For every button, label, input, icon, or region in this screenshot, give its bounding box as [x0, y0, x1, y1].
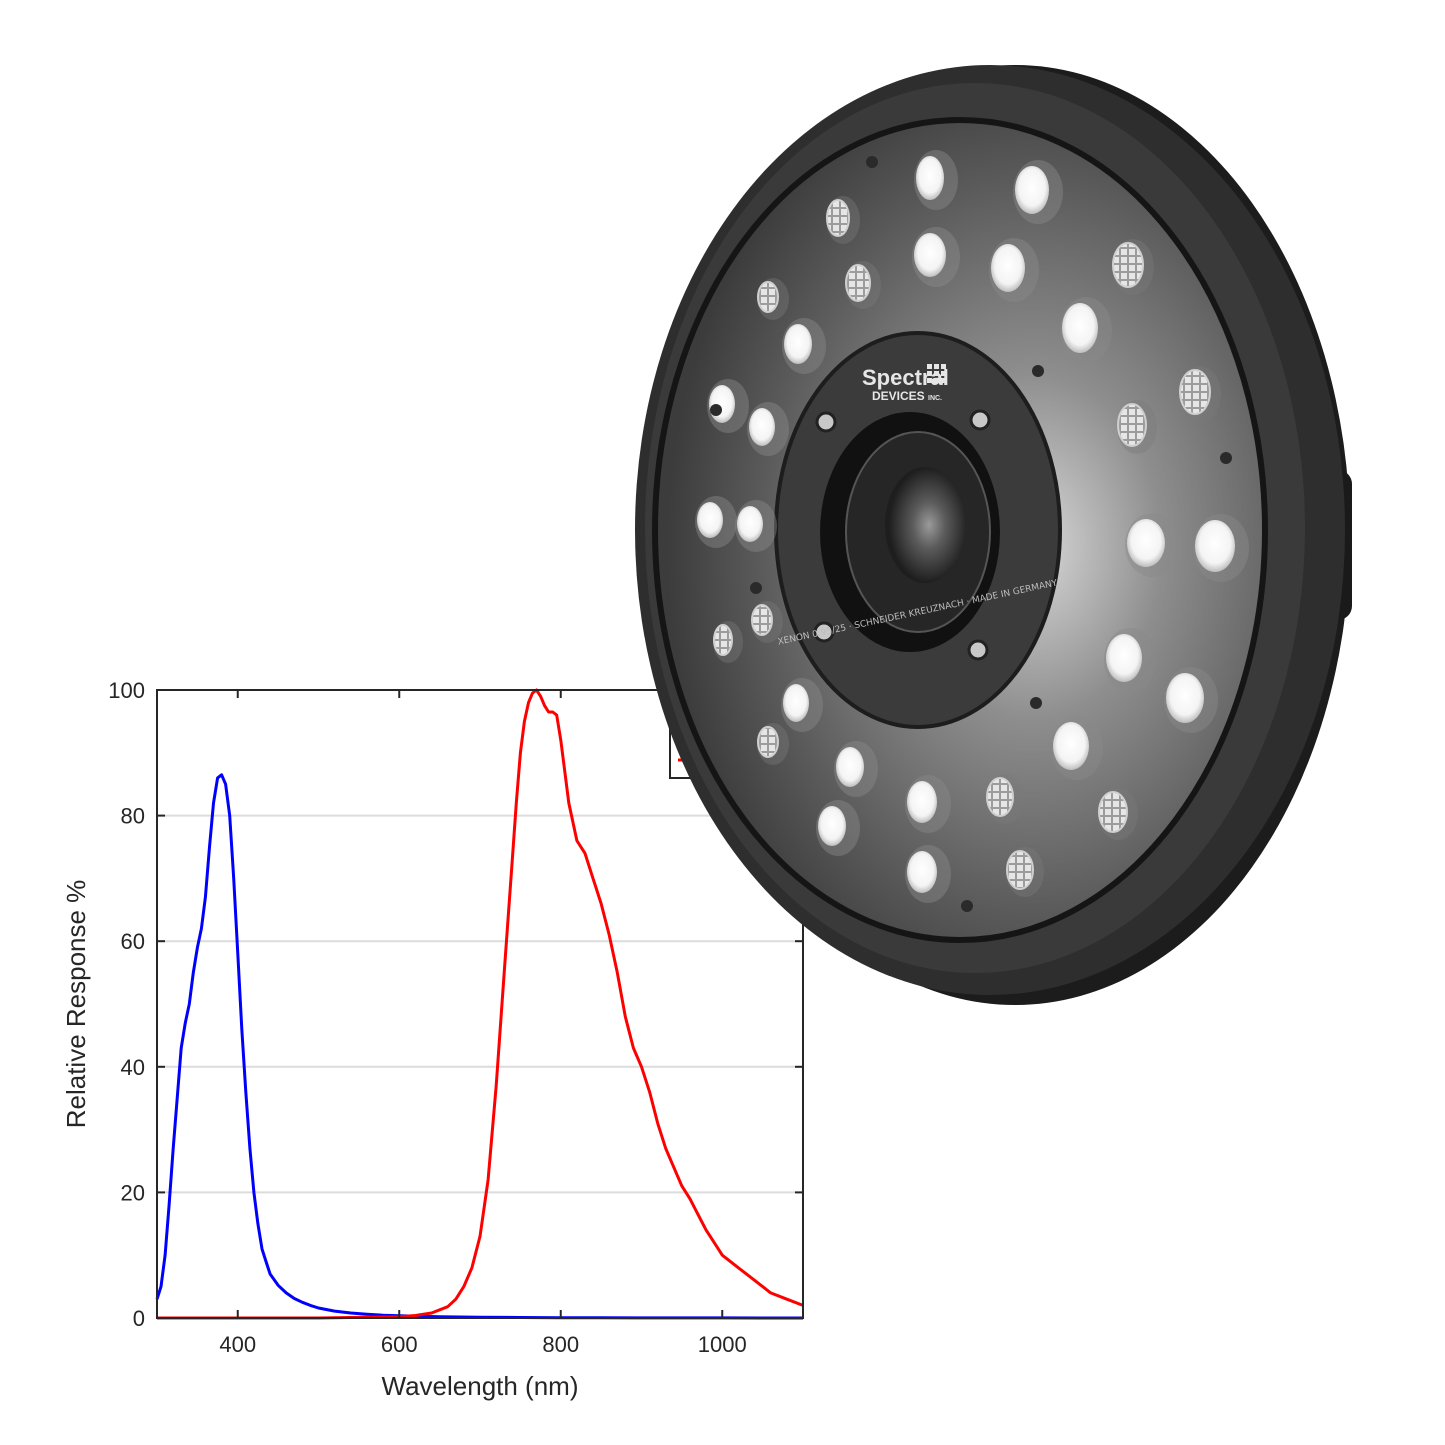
y-tick-label: 20 — [121, 1180, 145, 1205]
led-bright — [784, 324, 812, 364]
brand-logo-grid-icon — [927, 364, 946, 383]
led-bright — [1127, 519, 1165, 567]
fastener — [1220, 452, 1232, 464]
screw — [815, 411, 837, 433]
screw — [967, 639, 989, 661]
plot-area-frame — [156, 689, 804, 1319]
led-grid — [986, 777, 1014, 817]
brand-logo-sub: DEVICES — [872, 389, 925, 403]
led-bright — [818, 806, 846, 846]
led-grid — [1117, 403, 1147, 447]
led-bright — [991, 244, 1025, 292]
led-grid — [757, 281, 779, 313]
fastener — [1030, 697, 1042, 709]
mount-screws — [813, 409, 991, 661]
x-tick-label: 400 — [219, 1332, 256, 1357]
fastener — [866, 156, 878, 168]
led-bright — [907, 851, 937, 893]
lens-glass — [885, 467, 965, 583]
red-spectrum-line — [157, 688, 804, 1320]
screw — [969, 409, 991, 431]
y-tick-labels: 0 20 40 60 80 100 — [108, 678, 145, 1331]
y-tick-label: 60 — [121, 929, 145, 954]
led-bright — [1195, 520, 1235, 572]
led-bright — [783, 684, 809, 722]
led-grid — [713, 624, 733, 656]
led-bright — [836, 747, 864, 787]
brand-logo-main: Spectral — [862, 365, 949, 390]
led-bright — [914, 233, 946, 277]
led-bright — [737, 506, 763, 542]
y-tick-label: 0 — [133, 1306, 145, 1331]
axis-ticks — [157, 689, 803, 1319]
led-bright — [1062, 303, 1098, 353]
led-array-bright — [695, 150, 1249, 903]
led-bright — [916, 156, 944, 200]
led-bright — [907, 781, 937, 823]
y-axis-title: Relative Response % — [61, 880, 91, 1129]
led-bright — [1015, 166, 1049, 214]
fastener — [1032, 365, 1044, 377]
screw — [813, 621, 835, 643]
x-tick-label: 600 — [381, 1332, 418, 1357]
fastener — [710, 404, 722, 416]
led-grid — [1112, 242, 1144, 288]
x-tick-label: 800 — [542, 1332, 579, 1357]
led-bright — [697, 502, 723, 538]
y-tick-label: 40 — [121, 1055, 145, 1080]
led-bright — [709, 385, 735, 423]
led-bright — [749, 408, 775, 446]
led-bright — [1166, 673, 1204, 723]
fastener — [750, 582, 762, 594]
fastener — [961, 900, 973, 912]
led-bright — [1053, 722, 1089, 770]
brand-logo-inc: INC. — [928, 395, 942, 402]
led-grid — [1098, 791, 1128, 833]
grid-lines — [157, 814, 803, 1194]
x-tick-labels: 400 600 800 1000 — [219, 1332, 746, 1357]
y-tick-label: 100 — [108, 678, 145, 703]
y-tick-label: 80 — [121, 804, 145, 829]
led-grid — [1179, 369, 1211, 415]
led-grid — [826, 199, 850, 237]
led-grid — [1006, 850, 1034, 890]
x-tick-label: 1000 — [698, 1332, 747, 1357]
led-grid — [751, 604, 773, 636]
led-grid — [757, 726, 779, 758]
face-fasteners — [710, 156, 1232, 912]
led-array-grid — [713, 196, 1221, 897]
x-axis-title: Wavelength (nm) — [382, 1371, 579, 1401]
led-grid — [845, 264, 871, 302]
led-bright — [1106, 634, 1142, 682]
